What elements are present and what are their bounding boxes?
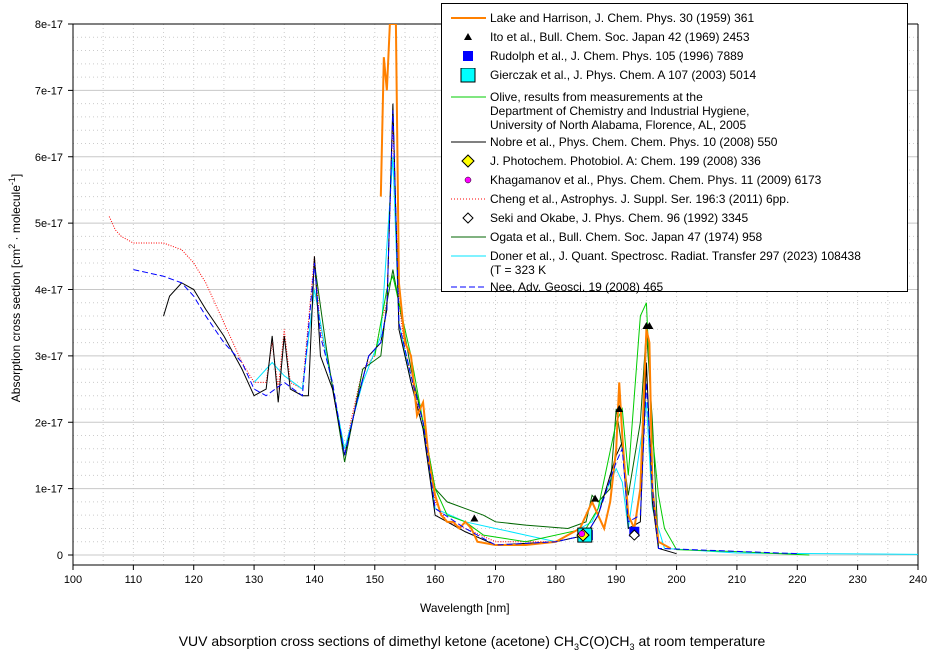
legend-item: Cheng et al., Astrophys. J. Suppl. Ser. … — [442, 192, 907, 208]
legend-symbol — [464, 33, 472, 40]
legend-symbol — [462, 212, 474, 224]
series-line-nee — [133, 110, 798, 555]
legend-symbol — [461, 154, 475, 168]
legend-item: Ogata et al., Bull. Chem. Soc. Japan 47 … — [442, 230, 907, 246]
y-tick-label: 7e-17 — [35, 85, 63, 97]
x-tick-label: 140 — [305, 574, 323, 586]
legend-symbol — [451, 286, 486, 288]
legend-label: Doner et al., J. Quant. Spectrosc. Radia… — [490, 249, 861, 277]
data-point-seki — [628, 529, 641, 541]
x-tick-label: 150 — [366, 574, 384, 586]
y-tick-label: 3e-17 — [35, 351, 63, 363]
legend-marker-icon — [463, 51, 473, 61]
legend-item: Gierczak et al., J. Phys. Chem. A 107 (2… — [442, 68, 907, 84]
legend-label: Lake and Harrison, J. Chem. Phys. 30 (19… — [490, 11, 755, 25]
legend-label: Khagamanov et al., Phys. Chem. Chem. Phy… — [490, 173, 822, 187]
legend-item: J. Photochem. Photobiol. A: Chem. 199 (2… — [442, 154, 907, 170]
legend-symbol — [460, 68, 476, 83]
y-tick-label: 4e-17 — [35, 285, 63, 297]
x-tick-label: 180 — [547, 574, 565, 586]
legend-label: J. Photochem. Photobiol. A: Chem. 199 (2… — [490, 154, 761, 168]
legend-item: Olive, results from measurements at the … — [442, 90, 907, 132]
legend-item: Rudolph et al., J. Chem. Phys. 105 (1996… — [442, 49, 907, 65]
legend-label: Gierczak et al., J. Phys. Chem. A 107 (2… — [490, 68, 757, 82]
x-tick-label: 100 — [64, 574, 82, 586]
x-tick-label: 170 — [486, 574, 504, 586]
series-line-ogata — [313, 262, 659, 549]
x-axis-label: Wavelength [nm] — [420, 601, 510, 615]
legend-label: Ito et al., Bull. Chem. Soc. Japan 42 (1… — [490, 30, 750, 44]
legend-label: Ogata et al., Bull. Chem. Soc. Japan 47 … — [490, 230, 763, 244]
chart-title: VUV absorption cross sections of dimethy… — [178, 633, 766, 652]
y-tick-label: 5e-17 — [35, 218, 63, 230]
data-point-ito — [591, 494, 600, 502]
legend-symbol — [463, 51, 473, 61]
legend-symbol — [451, 198, 486, 200]
legend-marker-icon — [462, 212, 474, 224]
x-tick-label: 200 — [667, 574, 685, 586]
legend-item: Doner et al., J. Quant. Spectrosc. Radia… — [442, 249, 907, 277]
x-tick-label: 230 — [848, 574, 866, 586]
x-tick-label: 220 — [788, 574, 806, 586]
legend-marker-icon — [464, 33, 472, 40]
legend-item: Khagamanov et al., Phys. Chem. Chem. Phy… — [442, 173, 907, 189]
legend-marker-icon — [460, 68, 476, 83]
data-point-ito — [645, 322, 654, 330]
legend: Lake and Harrison, J. Chem. Phys. 30 (19… — [441, 3, 908, 294]
y-tick-label: 8e-17 — [35, 19, 63, 31]
data-point-khagamanov — [578, 530, 586, 538]
x-tick-label: 130 — [245, 574, 263, 586]
legend-label: Olive, results from measurements at the … — [490, 90, 750, 132]
x-tick-label: 110 — [125, 574, 143, 586]
x-tick-label: 210 — [728, 574, 746, 586]
legend-symbol — [451, 96, 486, 98]
legend-item: Ito et al., Bull. Chem. Soc. Japan 42 (1… — [442, 30, 907, 46]
legend-item: Lake and Harrison, J. Chem. Phys. 30 (19… — [442, 11, 907, 27]
series-line-olive — [374, 274, 810, 556]
y-tick-label: 1e-17 — [35, 484, 63, 496]
legend-label: Nee, Adv. Geosci. 19 (2008) 465 — [490, 280, 664, 294]
legend-marker-icon — [464, 176, 472, 184]
legend-label: Seki and Okabe, J. Phys. Chem. 96 (1992)… — [490, 211, 749, 225]
legend-label: Nobre et al., Phys. Chem. Chem. Phys. 10… — [490, 135, 778, 149]
series-line-lake — [379, 24, 672, 550]
legend-symbol — [451, 236, 486, 238]
legend-label: Rudolph et al., J. Chem. Phys. 105 (1996… — [490, 49, 744, 63]
data-point-ito — [615, 404, 624, 412]
x-tick-label: 190 — [607, 574, 625, 586]
legend-item: Nobre et al., Phys. Chem. Chem. Phys. 10… — [442, 135, 907, 151]
x-tick-label: 240 — [909, 574, 927, 586]
legend-label: Cheng et al., Astrophys. J. Suppl. Ser. … — [490, 192, 790, 206]
data-point-ito — [470, 514, 479, 522]
x-tick-label: 160 — [426, 574, 444, 586]
legend-marker-icon — [461, 154, 475, 168]
legend-symbol — [451, 141, 486, 143]
y-axis-label: Absorption cross section [cm2 · molecule… — [7, 173, 23, 403]
y-tick-label: 2e-17 — [35, 417, 63, 429]
y-tick-label: 0 — [57, 550, 63, 562]
legend-item: Nee, Adv. Geosci. 19 (2008) 465 — [442, 280, 907, 296]
legend-symbol — [451, 255, 486, 257]
y-tick-label: 6e-17 — [35, 152, 63, 164]
x-tick-label: 120 — [185, 574, 203, 586]
legend-symbol — [464, 176, 472, 184]
legend-symbol — [451, 17, 486, 19]
series-line-doner — [253, 156, 918, 555]
legend-item: Seki and Okabe, J. Phys. Chem. 96 (1992)… — [442, 211, 907, 227]
